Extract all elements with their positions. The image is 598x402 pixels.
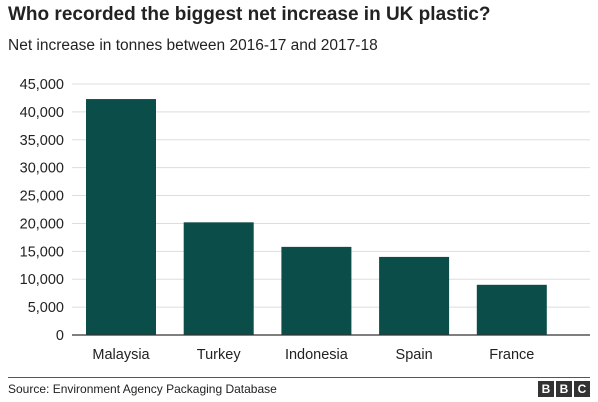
footer-divider: [8, 377, 590, 378]
bbc-logo: B B C: [538, 381, 590, 397]
chart-title: Who recorded the biggest net increase in…: [8, 4, 491, 25]
y-tick-label: 10,000: [20, 272, 64, 288]
x-tick-label: France: [489, 347, 534, 363]
bar: [476, 284, 547, 335]
y-tick-label: 25,000: [20, 189, 64, 205]
y-tick-label: 40,000: [20, 105, 64, 121]
y-tick-label: 15,000: [20, 244, 64, 260]
y-tick-label: 0: [56, 328, 64, 344]
x-tick-label: Turkey: [197, 347, 242, 363]
y-tick-label: 35,000: [20, 133, 64, 149]
y-tick-label: 5,000: [28, 300, 64, 316]
y-tick-label: 30,000: [20, 161, 64, 177]
bar: [281, 246, 352, 335]
logo-letter: B: [538, 381, 554, 397]
chart-subtitle: Net increase in tonnes between 2016-17 a…: [8, 37, 378, 54]
source-note: Source: Environment Agency Packaging Dat…: [8, 382, 277, 396]
logo-letter: B: [556, 381, 572, 397]
x-tick-label: Indonesia: [285, 347, 349, 363]
bar: [183, 222, 254, 335]
y-tick-label: 20,000: [20, 216, 64, 232]
x-tick-label: Spain: [396, 347, 433, 363]
bar: [379, 256, 450, 335]
x-tick-label: Malaysia: [92, 347, 150, 363]
y-tick-label: 45,000: [20, 77, 64, 93]
logo-letter: C: [574, 381, 590, 397]
bar: [86, 99, 156, 335]
